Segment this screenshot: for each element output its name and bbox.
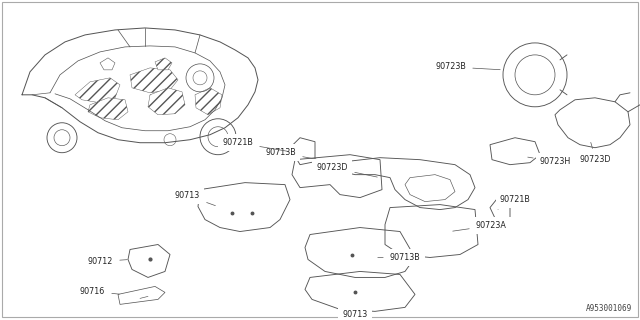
Text: A953001069: A953001069 [586,304,632,313]
Polygon shape [148,88,185,115]
Text: 90721B: 90721B [222,138,287,151]
Text: 90713: 90713 [175,191,216,206]
Polygon shape [88,98,128,120]
Text: 90713B: 90713B [378,253,420,262]
Text: 90716: 90716 [80,287,119,296]
Text: 90713B: 90713B [265,148,327,161]
Text: 90723B: 90723B [435,62,500,71]
Text: 90712: 90712 [88,257,127,266]
Text: 90723D: 90723D [580,142,611,164]
Polygon shape [155,58,172,70]
Text: 90721B: 90721B [498,195,531,210]
Polygon shape [75,78,120,103]
Polygon shape [130,68,178,93]
Polygon shape [195,88,222,115]
Text: 90723D: 90723D [317,163,377,177]
Text: 90723A: 90723A [452,221,507,231]
Text: 90713: 90713 [342,310,367,319]
Text: 90723H: 90723H [528,157,572,166]
